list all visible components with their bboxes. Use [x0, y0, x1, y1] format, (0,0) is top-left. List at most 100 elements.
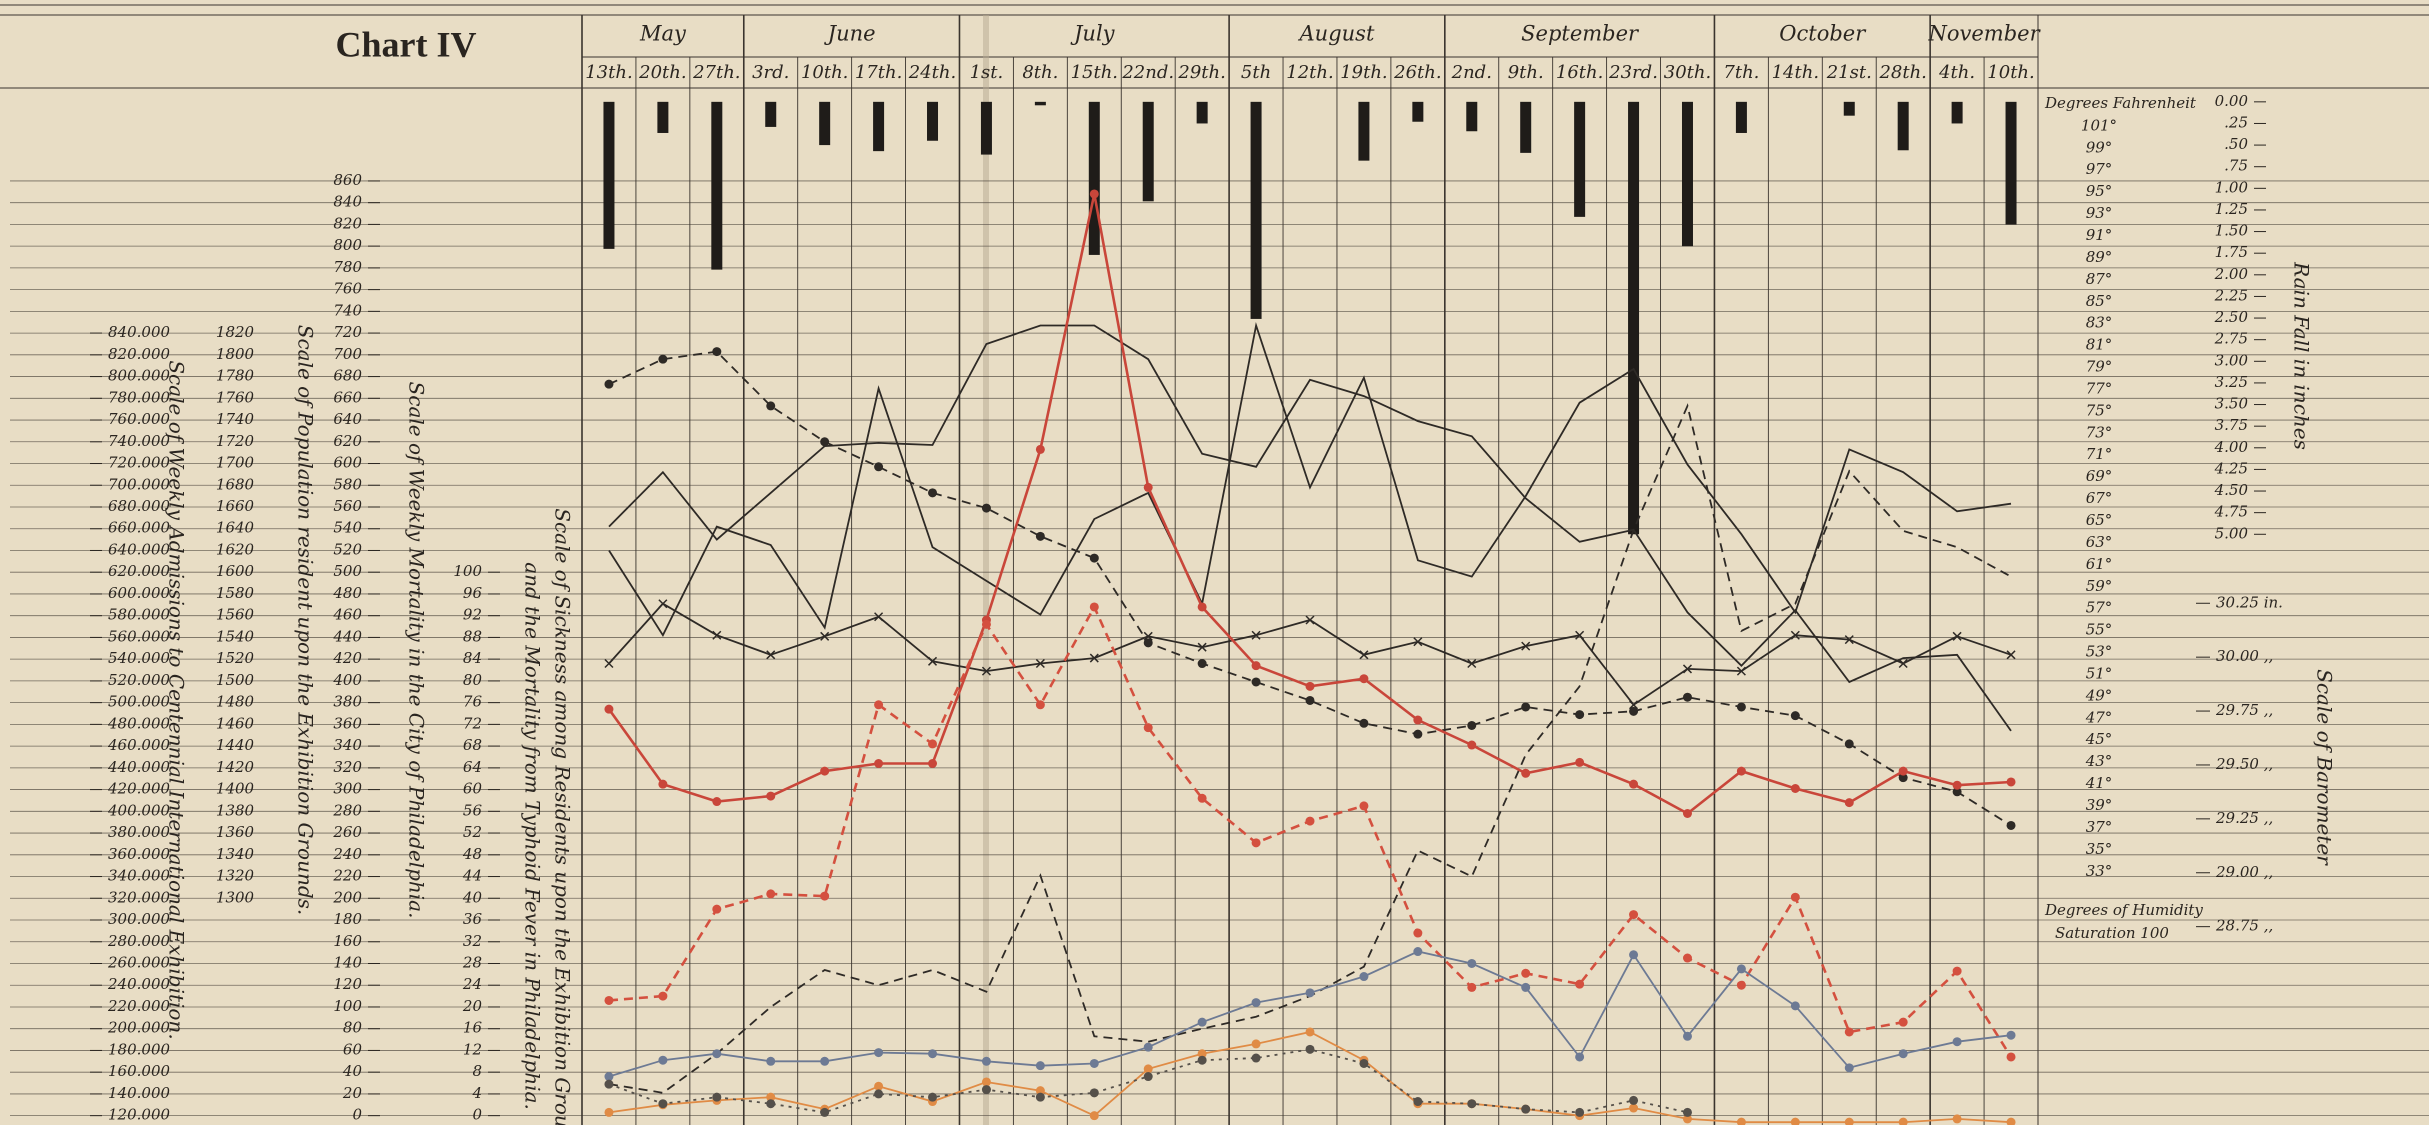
axis-tick-label: 1400: [216, 780, 255, 798]
rain-bar: [1574, 101, 1586, 217]
rain-bar: [1088, 101, 1100, 255]
axis-title: and the Mortality from Typhoid Fever in …: [521, 562, 545, 1110]
annotation: Saturation 100: [2055, 924, 2169, 942]
axis-tick-label: 64: [463, 758, 482, 776]
rain-bar: [603, 101, 615, 249]
axis-tick-label: 87°: [2086, 270, 2113, 288]
y-tick-label: 780: [333, 258, 362, 276]
y-tick-label: 560: [333, 497, 362, 515]
axis-tick-label: 820.000: [108, 345, 170, 363]
series-marker: [1413, 928, 1423, 938]
series-marker: [1035, 1092, 1045, 1102]
rain-bar: [1681, 101, 1693, 247]
series-marker: [1251, 630, 1261, 640]
axis-tick-label: 2.50: [2214, 308, 2249, 326]
series-marker: [928, 739, 938, 749]
axis-tick-label: 71°: [2086, 445, 2113, 463]
axis-tick-label: 5.00: [2215, 524, 2249, 542]
x-tick-label: 5th: [1241, 62, 1271, 83]
axis-tick-label: 92: [463, 606, 482, 624]
series-marker: [1143, 482, 1153, 492]
series-marker: [1736, 666, 1746, 676]
axis-tick-label: 28: [462, 953, 482, 971]
x-tick-label: 13th.: [585, 62, 632, 83]
series-marker: [1521, 702, 1531, 712]
series-marker: [1143, 638, 1153, 648]
axis-tick-label: 300.000: [108, 910, 170, 928]
axis-tick-label: 200.000: [107, 1019, 170, 1037]
x-tick-label: 4th.: [1938, 62, 1975, 83]
x-tick-label: 12th.: [1286, 62, 1333, 83]
axis-tick-label: 39°: [2086, 796, 2113, 814]
series-marker: [1844, 1027, 1854, 1037]
axis-tick-label: 49°: [2085, 686, 2113, 704]
y-tick-label: 740: [333, 301, 362, 319]
axis-tick-label: 65°: [2086, 511, 2113, 529]
series-marker: [1844, 1063, 1854, 1073]
y-tick-label: 420: [332, 649, 362, 667]
rain-bar: [1412, 101, 1424, 122]
axis-tick-label: 35°: [2086, 840, 2113, 858]
axis-tick-label: 800.000: [108, 367, 170, 385]
y-tick-label: 580: [333, 475, 362, 493]
axis-tick-label: 840.000: [108, 323, 170, 341]
axis-tick-label: 91°: [2086, 226, 2113, 244]
series-marker: [1305, 816, 1315, 826]
axis-tick-label: 680.000: [108, 497, 170, 515]
axis-tick-label: 1700: [216, 454, 255, 472]
series-marker: [1844, 1117, 1854, 1125]
axis-tick-label: 100: [453, 562, 482, 580]
month-label: September: [1521, 22, 1640, 46]
series-marker: [1629, 1095, 1639, 1105]
series-marker: [981, 503, 991, 513]
axis-tick-label: 20: [462, 997, 483, 1015]
axis-tick-label: 24: [462, 975, 482, 993]
axis-tick-label: 55°: [2086, 621, 2113, 639]
series-marker: [1521, 968, 1531, 978]
series-marker: [658, 1099, 668, 1109]
axis-tick-label: 360.000: [108, 845, 170, 863]
axis-tick-label: 220.000: [107, 997, 170, 1015]
axis-tick-label: 93°: [2086, 204, 2113, 222]
series-marker: [874, 759, 884, 769]
series-marker: [1898, 1017, 1908, 1027]
series-marker: [658, 354, 668, 364]
series-marker: [1359, 674, 1369, 684]
series-marker: [2006, 777, 2016, 787]
axis-tick-label: 320.000: [108, 888, 170, 906]
y-tick-label: 460: [332, 606, 362, 624]
month-label: June: [824, 22, 876, 46]
x-tick-label: 26th.: [1393, 62, 1441, 83]
series-marker: [1413, 947, 1423, 957]
y-tick-label: 520: [333, 540, 362, 558]
series-marker: [1575, 1107, 1585, 1117]
series-marker: [1467, 658, 1477, 669]
series-marker: [1952, 1037, 1962, 1047]
series-marker: [1898, 1049, 1908, 1059]
series-marker: [820, 891, 830, 901]
y-tick-label: 840: [333, 193, 362, 211]
axis-tick-label: 400.000: [107, 801, 170, 819]
series-marker: [604, 1072, 614, 1082]
rain-bar: [819, 101, 831, 146]
y-tick-label: 640: [333, 410, 362, 428]
axis-tick-label: 32: [463, 932, 482, 950]
axis-tick-label: 4: [471, 1084, 482, 1102]
series-line: [608, 1048, 1688, 1114]
axis-tick-label: 780.000: [108, 388, 170, 406]
x-tick-label: 7th.: [1723, 62, 1759, 83]
series-marker: [1682, 664, 1693, 674]
series-marker: [1197, 602, 1207, 612]
series-marker: [1952, 787, 1962, 797]
series-marker: [874, 612, 884, 622]
axis-tick-label: 56: [463, 801, 483, 819]
axis-tick-label: 28.75 ,,: [2215, 917, 2273, 935]
axis-tick-label: 77°: [2086, 379, 2113, 397]
y-tick-label: 440: [332, 627, 362, 645]
axis-tick-label: 1600: [216, 562, 255, 580]
series-marker: [1790, 630, 1800, 640]
axis-tick-label: 1.00: [2215, 178, 2249, 196]
axis-tick-label: 88: [463, 627, 482, 645]
axis-tick-label: 460.000: [107, 736, 170, 754]
